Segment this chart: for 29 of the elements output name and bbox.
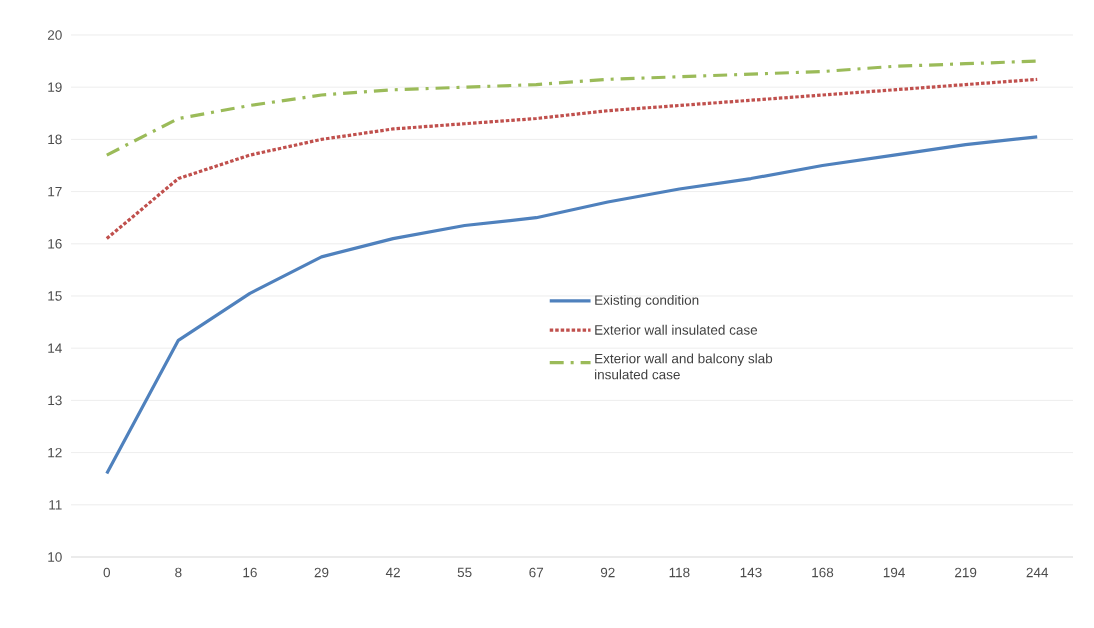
- x-tick-label: 67: [529, 567, 544, 578]
- y-tick-label: 11: [49, 500, 62, 510]
- x-tick-label: 29: [314, 567, 329, 578]
- legend-label: Exterior wall and balcony slab insulated case: [595, 353, 773, 380]
- x-tick-label: 16: [243, 567, 257, 578]
- x-tick-label: 42: [385, 567, 400, 578]
- x-tick-label: 8: [175, 567, 182, 578]
- y-tick-label: 16: [48, 239, 62, 249]
- x-tick-label: 0: [103, 567, 111, 578]
- y-tick-label: 15: [48, 291, 62, 301]
- y-tick-label: 17: [48, 186, 62, 197]
- x-tick-label: 55: [457, 567, 472, 578]
- y-tick-label: 14: [48, 343, 62, 353]
- y-tick-label: 13: [48, 395, 62, 406]
- y-tick-label: 20: [47, 30, 62, 40]
- x-tick-label: 194: [883, 567, 905, 578]
- y-tick-label: 10: [48, 552, 62, 562]
- x-tick-label: 92: [600, 567, 615, 578]
- line-series: [105, 135, 1039, 476]
- y-tick-label: 18: [48, 134, 62, 145]
- y-tick-label: 19: [48, 82, 62, 92]
- x-tick-label: 118: [669, 567, 690, 578]
- x-tick-label: 219: [955, 567, 977, 578]
- x-tick-label: 168: [812, 567, 834, 578]
- y-tick-label: 12: [48, 447, 62, 458]
- x-tick-label: 244: [1026, 567, 1049, 578]
- legend-label: Exterior wall insulated case: [595, 324, 758, 335]
- legend-label: Existing condition: [595, 294, 699, 308]
- x-tick-label: 143: [740, 567, 762, 578]
